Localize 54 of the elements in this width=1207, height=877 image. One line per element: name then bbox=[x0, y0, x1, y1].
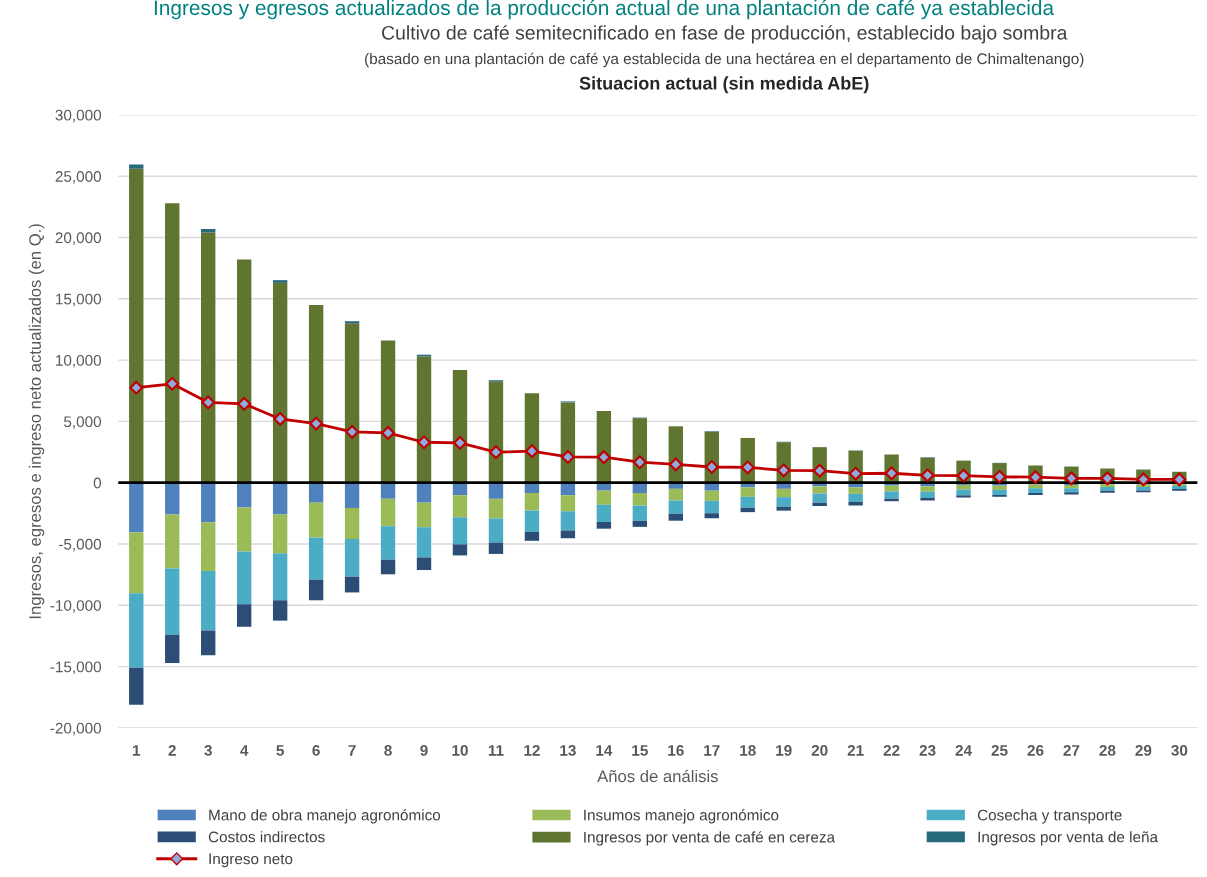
x-tick-label: 24 bbox=[955, 744, 972, 756]
x-tick-label: 12 bbox=[524, 744, 540, 756]
legend-label: Mano de obra manejo agronómico bbox=[209, 809, 441, 824]
y-tick-label: 25,000 bbox=[55, 171, 102, 184]
x-tick-label: 5 bbox=[276, 745, 284, 756]
x-tick-label: 19 bbox=[776, 744, 792, 756]
y-tick-label: 30,000 bbox=[55, 109, 102, 123]
x-tick-label: 17 bbox=[704, 745, 720, 756]
x-tick-label: 28 bbox=[1099, 744, 1116, 756]
y-axis-title: Ingresos, egresos e ingreso neto actualizados (en Q.) bbox=[28, 224, 45, 619]
y-tick-label: 20,000 bbox=[55, 232, 102, 245]
x-tick-label: 11 bbox=[488, 745, 504, 756]
x-tick-label: 6 bbox=[312, 744, 320, 756]
x-tick-label: 23 bbox=[919, 744, 936, 756]
x-tick-label: 18 bbox=[740, 744, 756, 756]
x-tick-label: 1 bbox=[132, 745, 141, 756]
x-tick-label: 25 bbox=[991, 744, 1008, 756]
x-tick-label: 21 bbox=[847, 744, 864, 756]
y-tick-label: -15,000 bbox=[50, 661, 102, 675]
legend-label: Ingresos por venta de café en cereza bbox=[584, 831, 836, 846]
legend-label: Costos indirectos bbox=[208, 831, 325, 843]
x-tick-label: 2 bbox=[168, 744, 176, 756]
chart-title: Cultivo de café semitecnificado en fase de producción, establecido bajo sombra bbox=[382, 25, 1068, 44]
x-tick-label: 9 bbox=[420, 744, 428, 756]
legend-label: Cosecha y transporte bbox=[977, 809, 1122, 824]
x-tick-label: 22 bbox=[883, 744, 900, 756]
y-tick-label: -20,000 bbox=[50, 722, 102, 736]
x-tick-label: 26 bbox=[1027, 744, 1044, 756]
y-tick-label: 0 bbox=[93, 477, 102, 489]
x-tick-label: 13 bbox=[560, 744, 576, 756]
x-tick-label: 7 bbox=[348, 745, 356, 756]
x-axis-title: Años de análisis bbox=[597, 769, 718, 783]
x-tick-label: 14 bbox=[596, 745, 613, 756]
x-tick-label: 4 bbox=[240, 745, 249, 756]
x-tick-label: 29 bbox=[1135, 744, 1152, 756]
legend-label: Insumos manejo agronómico bbox=[584, 809, 779, 824]
y-tick-label: -5,000 bbox=[58, 538, 102, 552]
x-tick-label: 3 bbox=[204, 744, 212, 756]
legend-label: Ingreso neto bbox=[209, 853, 293, 868]
chart-subtitle: (basado en una plantación de café ya establecida de una hectárea en el departamento de Chimaltenango) bbox=[365, 52, 1084, 68]
x-tick-label: 16 bbox=[668, 744, 684, 756]
x-tick-label: 8 bbox=[384, 744, 392, 756]
x-tick-label: 20 bbox=[811, 744, 828, 756]
x-tick-label: 15 bbox=[632, 745, 648, 756]
legend-label: Ingresos por venta de leña bbox=[978, 831, 1159, 846]
text: Ingresos y egresos actualizados de la producción actual de una plantación de café ya establecida bbox=[154, 0, 1055, 20]
y-tick-label: 10,000 bbox=[56, 354, 102, 368]
text: Situacion actual (sin medida AbE) bbox=[579, 76, 869, 94]
y-tick-label: 5,000 bbox=[64, 416, 102, 429]
y-tick-label: 15,000 bbox=[56, 293, 102, 307]
x-tick-label: 30 bbox=[1171, 744, 1188, 756]
x-tick-label: 10 bbox=[452, 744, 468, 756]
y-tick-label: -10,000 bbox=[50, 600, 102, 613]
x-tick-label: 27 bbox=[1063, 744, 1080, 756]
